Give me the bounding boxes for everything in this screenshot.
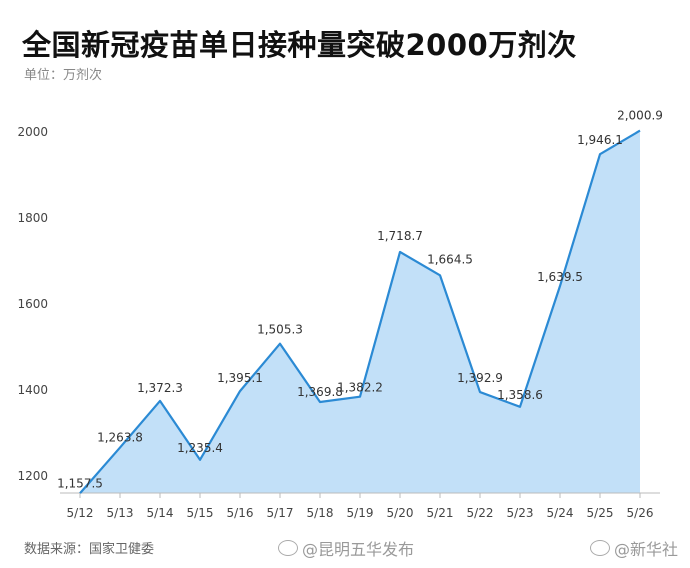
data-label: 1,157.5 — [57, 476, 103, 490]
data-label: 1,263.8 — [97, 431, 143, 445]
data-label: 1,639.5 — [537, 270, 583, 284]
series-line — [79, 129, 641, 494]
x-tick-label: 5/14 — [147, 506, 174, 520]
data-label: 1,505.3 — [257, 323, 303, 337]
x-tick-label: 5/26 — [627, 506, 654, 520]
x-tick-label: 5/20 — [387, 506, 414, 520]
area-fill — [80, 130, 640, 494]
data-label: 1,718.7 — [377, 229, 423, 243]
x-tick-label: 5/17 — [267, 506, 294, 520]
data-label: 1,358.6 — [497, 388, 543, 402]
data-label: 1,382.2 — [337, 381, 383, 395]
data-label: 1,946.1 — [577, 133, 623, 147]
y-tick-label: 1600 — [17, 297, 48, 311]
weibo-icon — [590, 540, 610, 556]
x-tick-label: 5/13 — [107, 506, 134, 520]
x-tick-label: 5/21 — [427, 506, 454, 520]
x-tick-label: 5/12 — [67, 506, 94, 520]
chart-title: 全国新冠疫苗单日接种量突破2000万剂次 — [22, 28, 577, 62]
y-tick-label: 1200 — [17, 469, 48, 483]
data-label: 1,369.8 — [297, 385, 343, 399]
data-label: 1,664.5 — [427, 252, 473, 266]
x-tick-label: 5/23 — [507, 506, 534, 520]
data-label: 1,235.4 — [177, 441, 223, 455]
data-label: 1,392.9 — [457, 371, 503, 385]
x-tick-label: 5/16 — [227, 506, 254, 520]
watermark-right-text: @新华社 — [614, 540, 679, 559]
weibo-icon — [278, 540, 298, 556]
data-source: 数据来源：国家卫健委 — [24, 542, 155, 557]
x-tick-label: 5/15 — [187, 506, 214, 520]
data-label: 1,372.3 — [137, 381, 183, 395]
x-tick-label: 5/24 — [547, 506, 574, 520]
x-tick-label: 5/25 — [587, 506, 614, 520]
x-tick-label: 5/19 — [347, 506, 374, 520]
watermark-right: @新华社 — [590, 536, 678, 560]
watermark-left-text: @昆明五华发布 — [302, 540, 415, 559]
data-label: 2,000.9 — [617, 109, 663, 123]
data-label: 1,395.1 — [217, 371, 263, 385]
unit-label: 单位：万剂次 — [24, 68, 103, 83]
y-tick-label: 1800 — [17, 211, 48, 225]
x-tick-label: 5/18 — [307, 506, 334, 520]
watermark-left: @昆明五华发布 — [278, 536, 414, 560]
y-tick-label: 2000 — [17, 125, 48, 139]
x-tick-label: 5/22 — [467, 506, 494, 520]
y-tick-label: 1400 — [17, 383, 48, 397]
